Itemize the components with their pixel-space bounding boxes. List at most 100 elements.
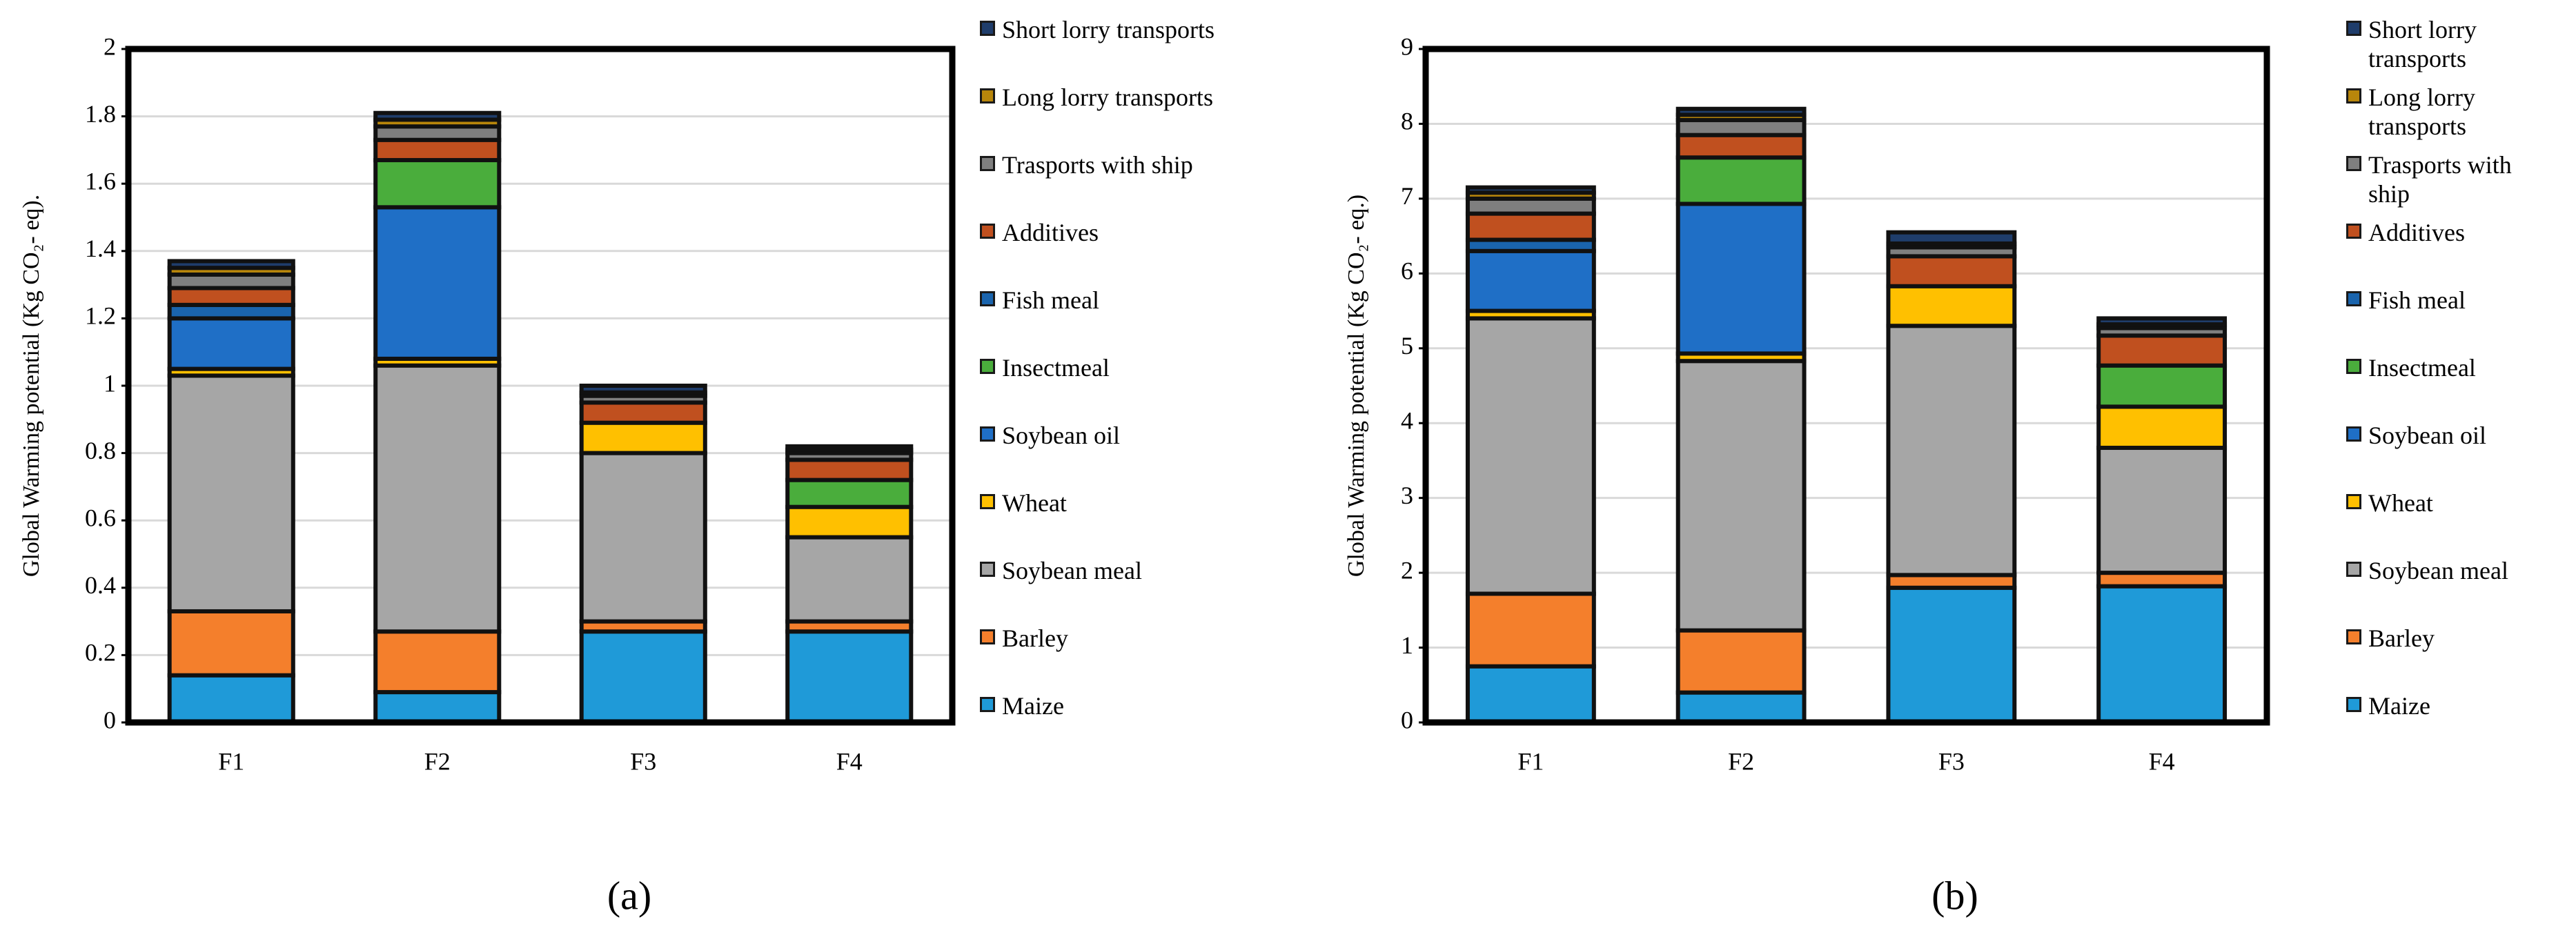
legend-label: Additives: [1002, 219, 1099, 246]
y-tick-label: 9: [1401, 32, 1413, 60]
bar-segment: [373, 690, 502, 725]
bar-segment: [373, 363, 502, 634]
legend-swatch: [2346, 494, 2361, 509]
legend-label: Fish meal: [1002, 286, 1099, 314]
legend-label: Long lorry transports: [1002, 83, 1213, 111]
legend-label: Trasports with ship: [2368, 151, 2512, 208]
legend-item: Insectmeal: [2346, 353, 2553, 382]
legend-label: Wheat: [1002, 489, 1067, 517]
legend-swatch: [2346, 88, 2361, 104]
legend-swatch: [980, 494, 995, 509]
x-tick-label: F4: [2149, 747, 2175, 775]
bar-segment: [167, 286, 295, 307]
legend-swatch: [2346, 21, 2361, 36]
y-tick-label: 7: [1401, 182, 1413, 210]
bar-segment: [1886, 230, 2017, 246]
legend-label: Soybean oil: [2368, 422, 2486, 449]
legend-item: Fish meal: [2346, 286, 2553, 315]
bar-segment: [785, 629, 914, 725]
bar-segment: [1675, 628, 1807, 695]
bar-segment: [167, 609, 295, 678]
y-tick-label: 5: [1401, 332, 1413, 359]
x-tick-label: F1: [218, 747, 244, 775]
legend-label: Long lorry transports: [2368, 83, 2475, 140]
bar-segment: [1675, 118, 1807, 137]
bar-segment: [1675, 359, 1807, 633]
bar-segment: [1675, 201, 1807, 356]
legend-swatch: [2346, 562, 2361, 577]
y-tick-label: 2: [104, 32, 116, 60]
legend-label: Maize: [2368, 692, 2430, 720]
bar-segment: [579, 420, 707, 455]
legend-item: Trasports with ship: [980, 150, 1228, 179]
bar-segment: [2096, 404, 2228, 451]
bar-segment: [579, 629, 707, 725]
bar-segment: [2096, 333, 2228, 368]
legend-item: Barley: [980, 624, 1228, 653]
bar-segment: [1675, 132, 1807, 160]
y-axis-title: Global Warming potential (Kg CO₂- eq).: [19, 195, 44, 577]
legend-label: Short lorry transports: [2368, 16, 2477, 72]
legend-swatch: [980, 291, 995, 306]
legend-label: Soybean meal: [2368, 557, 2508, 584]
bar-segment: [1675, 155, 1807, 206]
y-tick-label: 1.2: [85, 302, 116, 330]
y-tick-label: 2: [1401, 556, 1413, 584]
y-tick-label: 0.4: [85, 571, 116, 599]
x-tick-label: F1: [1517, 747, 1544, 775]
bar-segment: [785, 477, 914, 509]
legend-label: Soybean meal: [1002, 557, 1142, 584]
bar-segment: [373, 205, 502, 361]
legend-item: Additives: [2346, 218, 2553, 247]
bar-segment: [2096, 363, 2228, 409]
legend-item: Maize: [980, 691, 1228, 720]
bar-segment: [1886, 284, 2017, 328]
legend-item: Long lorry transports: [980, 83, 1228, 112]
bar-segment: [1675, 690, 1807, 725]
legend-label: Trasports with ship: [1002, 151, 1193, 179]
legend-item: Soybean oil: [980, 421, 1228, 450]
legend-item: Insectmeal: [980, 353, 1228, 382]
y-tick-label: 3: [1401, 482, 1413, 509]
legend-item: Additives: [980, 218, 1228, 247]
y-tick-label: 0.8: [85, 437, 116, 464]
y-tick-label: 1: [104, 369, 116, 397]
bar-segment: [1465, 185, 1596, 195]
legend-swatch: [2346, 697, 2361, 712]
bar-segment: [167, 373, 295, 613]
legend-item: Soybean meal: [2346, 556, 2553, 585]
bar-segment: [1675, 106, 1807, 117]
legend-item: Short lorry transports: [980, 15, 1228, 44]
y-tick-label: 4: [1401, 406, 1413, 434]
plot-frame: [125, 46, 956, 726]
bar-segment: [373, 137, 502, 163]
plot-frame: [1422, 46, 2270, 726]
legend-label: Insectmeal: [2368, 354, 2476, 382]
legend-item: Long lorry transports: [2346, 83, 2553, 141]
legend-label: Wheat: [2368, 489, 2433, 517]
bar-segment: [579, 400, 707, 425]
bar-segment: [785, 535, 914, 624]
bar-segment: [167, 316, 295, 371]
y-tick-label: 0: [104, 706, 116, 733]
legend-swatch: [980, 21, 995, 36]
legend-item: Wheat: [980, 489, 1228, 518]
legend-swatch: [2346, 359, 2361, 374]
legend-swatch: [2346, 291, 2361, 306]
x-tick-label: F2: [424, 747, 451, 775]
panel-label: (b): [1931, 873, 1978, 918]
legend-swatch: [980, 88, 995, 104]
bar-segment: [2096, 584, 2228, 725]
legend-item: Fish meal: [980, 286, 1228, 315]
y-tick-label: 6: [1401, 257, 1413, 285]
bar-segment: [1886, 585, 2017, 725]
bar-segment: [579, 451, 707, 624]
legend-swatch: [2346, 426, 2361, 442]
legend-swatch: [980, 224, 995, 239]
y-tick-label: 1.6: [85, 167, 116, 195]
legend-label: Soybean oil: [1002, 422, 1120, 449]
bar-segment: [2096, 446, 2228, 575]
y-tick-label: 1: [1401, 631, 1413, 659]
